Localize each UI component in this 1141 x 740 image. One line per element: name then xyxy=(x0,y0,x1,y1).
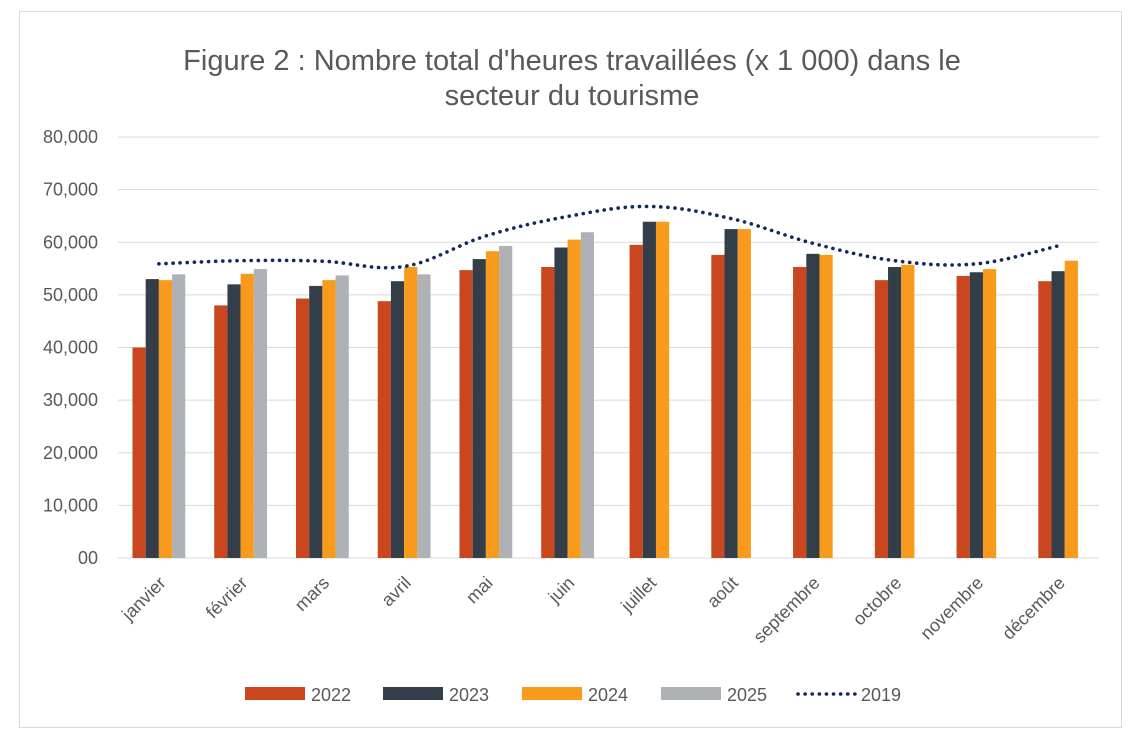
chart-title: Figure 2 : Nombre total d'heures travail… xyxy=(183,45,961,112)
bar-2023-janvier xyxy=(145,279,159,558)
bar-2023-décembre xyxy=(1051,271,1065,558)
x-tick-label: avril xyxy=(377,573,414,610)
bar-2024-mars xyxy=(322,280,336,558)
bar-2022-septembre xyxy=(793,266,807,558)
bar-2024-septembre xyxy=(819,254,833,558)
bar-2022-mars xyxy=(295,298,310,558)
bar-2023-août xyxy=(724,229,738,558)
bar-2023-novembre xyxy=(969,272,983,558)
legend-label-2022: 2022 xyxy=(311,685,351,705)
legend-swatch-2024 xyxy=(522,687,582,700)
bar-2024-juin xyxy=(567,239,581,558)
bar-2025-mai xyxy=(499,245,513,558)
bar-2024-février xyxy=(240,273,254,558)
chart-frame: Figure 2 : Nombre total d'heures travail… xyxy=(19,11,1122,728)
bar-2024-mai xyxy=(485,251,500,559)
x-tick-label: décembre xyxy=(998,573,1069,644)
bar-2023-avril xyxy=(390,281,405,558)
legend-swatch-2023 xyxy=(383,687,443,700)
bar-2022-décembre xyxy=(1038,281,1052,558)
legend-label-2025: 2025 xyxy=(727,685,767,705)
y-tick-label: 60,000 xyxy=(43,232,98,252)
chart-svg: Figure 2 : Nombre total d'heures travail… xyxy=(43,45,1099,705)
x-tick-label: octobre xyxy=(849,573,906,630)
bar-2022-avril xyxy=(377,301,391,558)
gridlines xyxy=(118,136,1099,559)
bars xyxy=(132,221,1078,559)
bar-2025-février xyxy=(253,269,268,558)
bar-2022-novembre xyxy=(956,275,970,558)
bar-2023-octobre xyxy=(888,266,902,558)
legend-label-2024: 2024 xyxy=(588,685,628,705)
bar-2025-juin xyxy=(580,232,595,558)
bar-2024-janvier xyxy=(158,280,173,558)
x-tick-label: février xyxy=(202,573,252,623)
legend-label-2019: 2019 xyxy=(861,685,901,705)
bar-2024-août xyxy=(737,229,751,558)
bar-2022-mai xyxy=(459,270,473,558)
x-tick-label: juillet xyxy=(616,573,660,617)
bar-2025-janvier xyxy=(172,274,186,558)
y-tick-label: 50,000 xyxy=(43,285,98,305)
bar-2023-septembre xyxy=(806,253,820,558)
bar-2025-mars xyxy=(335,275,349,558)
x-tick-label: janvier xyxy=(117,573,169,625)
bar-2022-octobre xyxy=(874,280,889,558)
legend: 2022 2023 2024 2025 2019 xyxy=(245,685,901,705)
bar-2022-février xyxy=(214,305,228,558)
bar-2025-avril xyxy=(417,274,431,558)
bar-2024-octobre xyxy=(901,264,915,558)
y-tick-label: 20,000 xyxy=(43,443,98,463)
bar-2023-juin xyxy=(554,247,568,558)
y-tick-label: 80,000 xyxy=(43,127,98,147)
x-tick-label: mars xyxy=(291,573,333,615)
x-tick-label: août xyxy=(703,573,742,612)
y-tick-label: 70,000 xyxy=(43,180,98,200)
chart-title-line-1: Figure 2 : Nombre total d'heures travail… xyxy=(183,45,961,77)
bar-2022-août xyxy=(711,254,725,558)
legend-swatch-2025 xyxy=(661,687,721,700)
y-tick-label: 10,000 xyxy=(43,495,98,515)
legend-label-2023: 2023 xyxy=(449,685,489,705)
x-tick-label: mai xyxy=(462,573,497,608)
bar-2023-février xyxy=(227,284,241,558)
x-tick-label: novembre xyxy=(916,573,987,644)
bar-2023-mars xyxy=(309,285,323,558)
legend-swatch-2022 xyxy=(245,687,305,700)
bar-2024-décembre xyxy=(1064,260,1078,558)
bar-2024-novembre xyxy=(982,269,997,558)
bar-2024-juillet xyxy=(655,221,670,558)
chart-title-line-2: secteur du tourisme xyxy=(445,80,700,112)
line-series xyxy=(157,204,1060,270)
y-tick-label: 00 xyxy=(78,548,98,568)
line-series-2019 xyxy=(157,204,1060,270)
y-tick-label: 40,000 xyxy=(43,338,98,358)
y-tick-label: 30,000 xyxy=(43,390,98,410)
x-axis-ticks: janvier février mars avril mai juin juillet aoû… xyxy=(117,573,1069,647)
bar-2024-avril xyxy=(404,266,418,558)
bar-2022-juillet xyxy=(629,244,643,558)
x-tick-label: juin xyxy=(544,573,579,608)
bar-2022-janvier xyxy=(132,347,146,558)
x-tick-label: septembre xyxy=(749,573,823,647)
bar-2023-juillet xyxy=(642,221,656,558)
y-axis-ticks: 00 10,000 20,000 30,000 40,000 50,000 60,000 70… xyxy=(43,127,98,568)
bar-2022-juin xyxy=(541,266,555,558)
bar-2023-mai xyxy=(472,259,486,558)
